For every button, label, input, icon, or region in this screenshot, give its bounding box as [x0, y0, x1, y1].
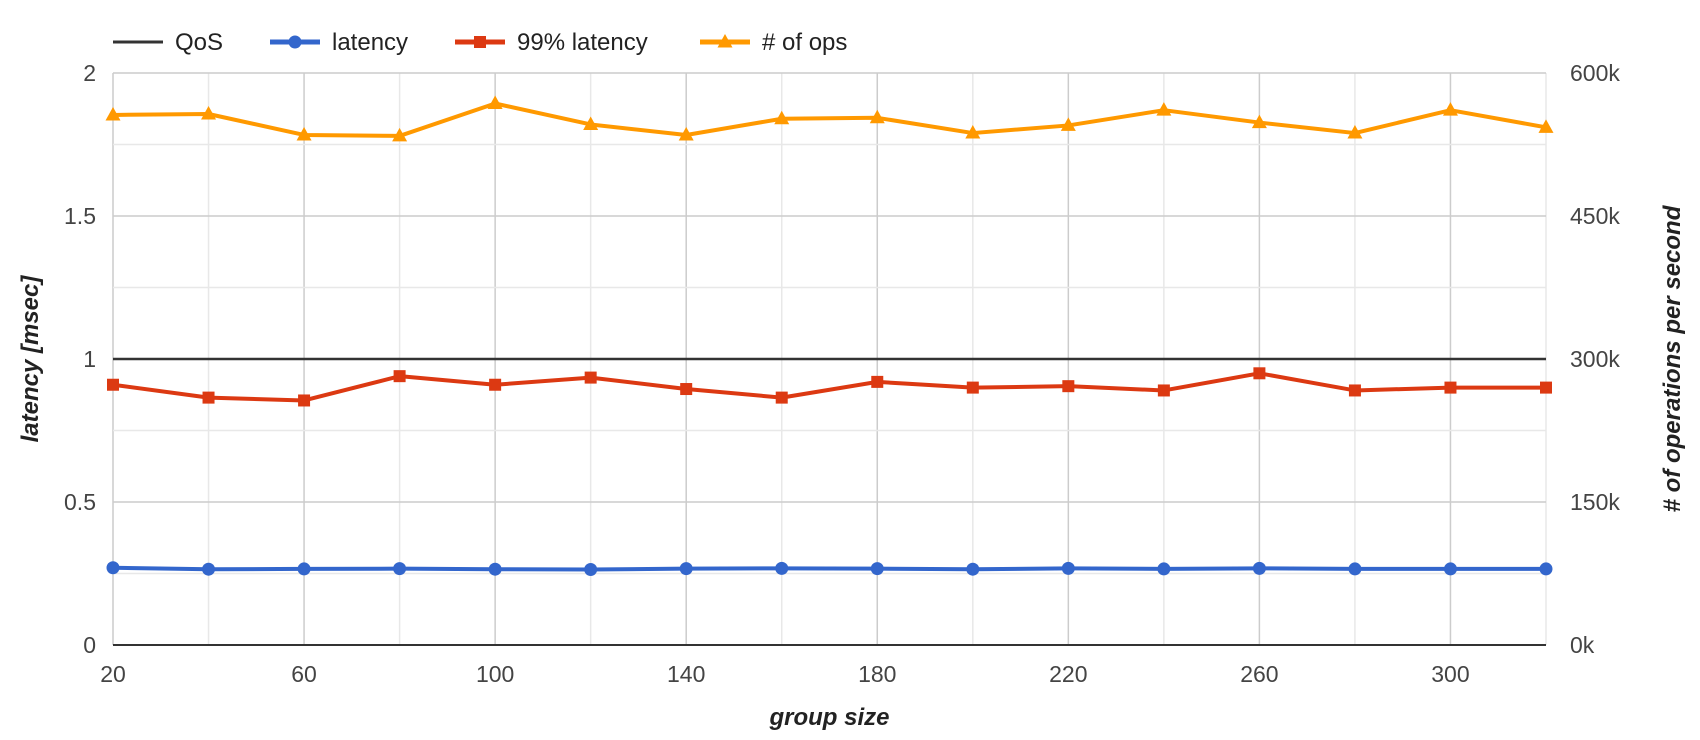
- legend-circle-icon: [270, 35, 320, 49]
- data-point: [1060, 117, 1076, 131]
- data-point: [584, 562, 598, 576]
- data-point: [393, 370, 406, 383]
- data-point: [1157, 384, 1170, 397]
- data-point: [1061, 561, 1075, 575]
- series-line: [112, 371, 1546, 403]
- x-tick-label: 260: [1240, 661, 1278, 687]
- data-point: [1540, 381, 1552, 394]
- y2-tick-label: 0k: [1570, 632, 1595, 658]
- data-point: [1252, 561, 1266, 575]
- data-point: [1348, 562, 1362, 576]
- data-point: [965, 125, 981, 139]
- x-tick-label: 140: [667, 661, 705, 687]
- data-point: [680, 383, 693, 396]
- data-point: [487, 95, 503, 110]
- data-point: [393, 562, 407, 576]
- y-tick-label: 0: [83, 632, 96, 658]
- data-point: [1443, 562, 1457, 576]
- data-point: [1538, 119, 1554, 133]
- y2-axis-title: # of operations per second: [1659, 204, 1686, 512]
- data-point: [869, 109, 885, 124]
- x-tick-label: 20: [100, 661, 126, 687]
- x-tick-label: 300: [1431, 661, 1469, 687]
- data-point: [392, 127, 408, 142]
- data-point: [107, 378, 119, 391]
- data-point: [201, 105, 217, 120]
- data-point: [488, 562, 502, 576]
- legend-label: # of ops: [762, 29, 847, 56]
- series-2: [107, 367, 1552, 407]
- legend-square-icon: [455, 36, 505, 48]
- data-point: [871, 375, 884, 388]
- x-tick-label: 100: [476, 661, 514, 687]
- legend-triangle-icon: [700, 34, 750, 48]
- data-point: [1253, 367, 1266, 380]
- data-point: [297, 562, 311, 576]
- x-tick-label: 180: [858, 661, 896, 687]
- data-point: [1348, 384, 1361, 397]
- series-plot: [105, 95, 1554, 576]
- legend-marker: [717, 34, 733, 48]
- legend-label: latency: [332, 29, 408, 56]
- data-point: [1347, 125, 1363, 139]
- data-point: [489, 378, 502, 391]
- data-point: [775, 561, 789, 575]
- data-point: [202, 562, 216, 576]
- data-point: [678, 126, 694, 141]
- data-point: [583, 116, 599, 130]
- data-point: [966, 562, 980, 576]
- data-point: [775, 391, 788, 404]
- data-point: [1539, 562, 1553, 576]
- y-tick-label: 1: [83, 346, 96, 372]
- legend-marker: [288, 35, 302, 49]
- legend-label: 99% latency: [517, 29, 648, 56]
- y-tick-label: 2: [83, 60, 96, 86]
- data-point: [584, 371, 597, 384]
- data-point: [298, 394, 311, 407]
- x-tick-label: 220: [1049, 661, 1087, 687]
- series-1: [106, 561, 1553, 576]
- data-point: [1156, 102, 1172, 116]
- y2-tick-label: 150k: [1570, 489, 1620, 515]
- legend-item-latency: latency: [270, 29, 408, 56]
- y-tick-label: 1.5: [64, 203, 96, 229]
- legend-item-qos: QoS: [113, 29, 223, 56]
- data-point: [774, 110, 790, 125]
- series-line: [112, 565, 1546, 572]
- y-tick-label: 0.5: [64, 489, 96, 515]
- data-point: [1251, 114, 1267, 129]
- data-point: [105, 106, 121, 121]
- data-point: [296, 126, 312, 141]
- tick-labels: 20 60 100 140 180 220 260 300 0 0.5 1 1.5 2 0k 150k 300…: [64, 60, 1620, 687]
- data-point: [1442, 102, 1458, 116]
- data-point: [870, 562, 884, 576]
- legend-marker: [474, 36, 486, 48]
- y2-tick-label: 450k: [1570, 203, 1620, 229]
- data-point: [1062, 380, 1075, 393]
- y2-tick-label: 300k: [1570, 346, 1620, 372]
- series-line: [112, 101, 1547, 138]
- data-point: [202, 391, 215, 404]
- data-point: [1444, 381, 1457, 394]
- legend-item-ops: # of ops: [700, 29, 847, 56]
- y2-tick-label: 600k: [1570, 60, 1620, 86]
- series-3: [105, 95, 1554, 142]
- x-tick-label: 60: [291, 661, 317, 687]
- data-point: [679, 562, 693, 576]
- legend-item-99-latency: 99% latency: [455, 29, 648, 56]
- data-point: [1157, 562, 1171, 576]
- y-axis-title: latency [msec]: [17, 275, 44, 443]
- data-point: [106, 561, 120, 575]
- data-point: [966, 381, 979, 394]
- legend-label: QoS: [175, 29, 223, 56]
- legend: QoS latency 99% latency # of ops: [113, 29, 847, 56]
- x-axis-title: group size: [768, 704, 889, 731]
